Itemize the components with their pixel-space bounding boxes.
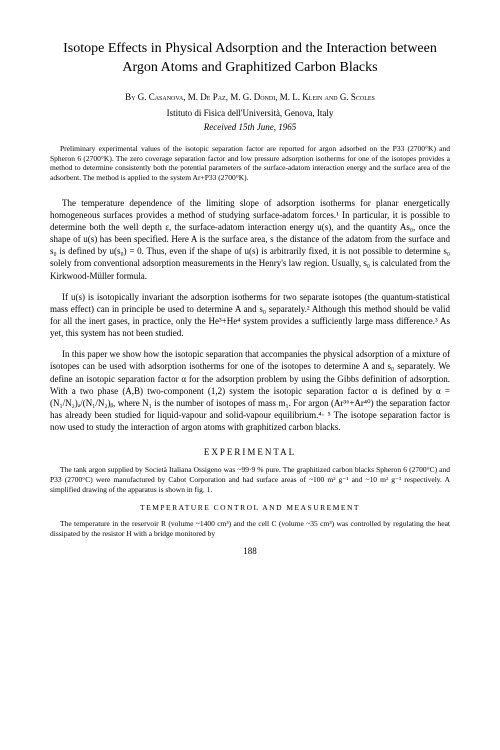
body-paragraph-3: In this paper we show how the isotopic s… [50,348,450,433]
section-heading-experimental: EXPERIMENTAL [50,447,450,457]
sub-heading-temperature: TEMPERATURE CONTROL AND MEASUREMENT [50,503,450,512]
paper-page: Isotope Effects in Physical Adsorption a… [0,0,500,576]
byline-prefix: By [125,92,138,102]
author-line: By G. Casanova, M. De Paz, M. G. Dondi, … [50,92,450,102]
experimental-paragraph-1: The tank argon supplied by Società Itali… [50,465,450,494]
received-date: Received 15th June, 1965 [50,122,450,132]
author-names: G. Casanova, M. De Paz, M. G. Dondi, M. … [138,92,375,102]
affiliation: Istituto di Fisica dell'Università, Geno… [50,108,450,118]
abstract: Preliminary experimental values of the i… [50,144,450,183]
page-number: 188 [50,546,450,556]
body-paragraph-1: The temperature dependence of the limiti… [50,197,450,282]
paper-title: Isotope Effects in Physical Adsorption a… [50,40,450,78]
temperature-paragraph: The temperature in the reservoir R (volu… [50,519,450,539]
body-paragraph-2: If u(s) is isotopically invariant the ad… [50,291,450,340]
